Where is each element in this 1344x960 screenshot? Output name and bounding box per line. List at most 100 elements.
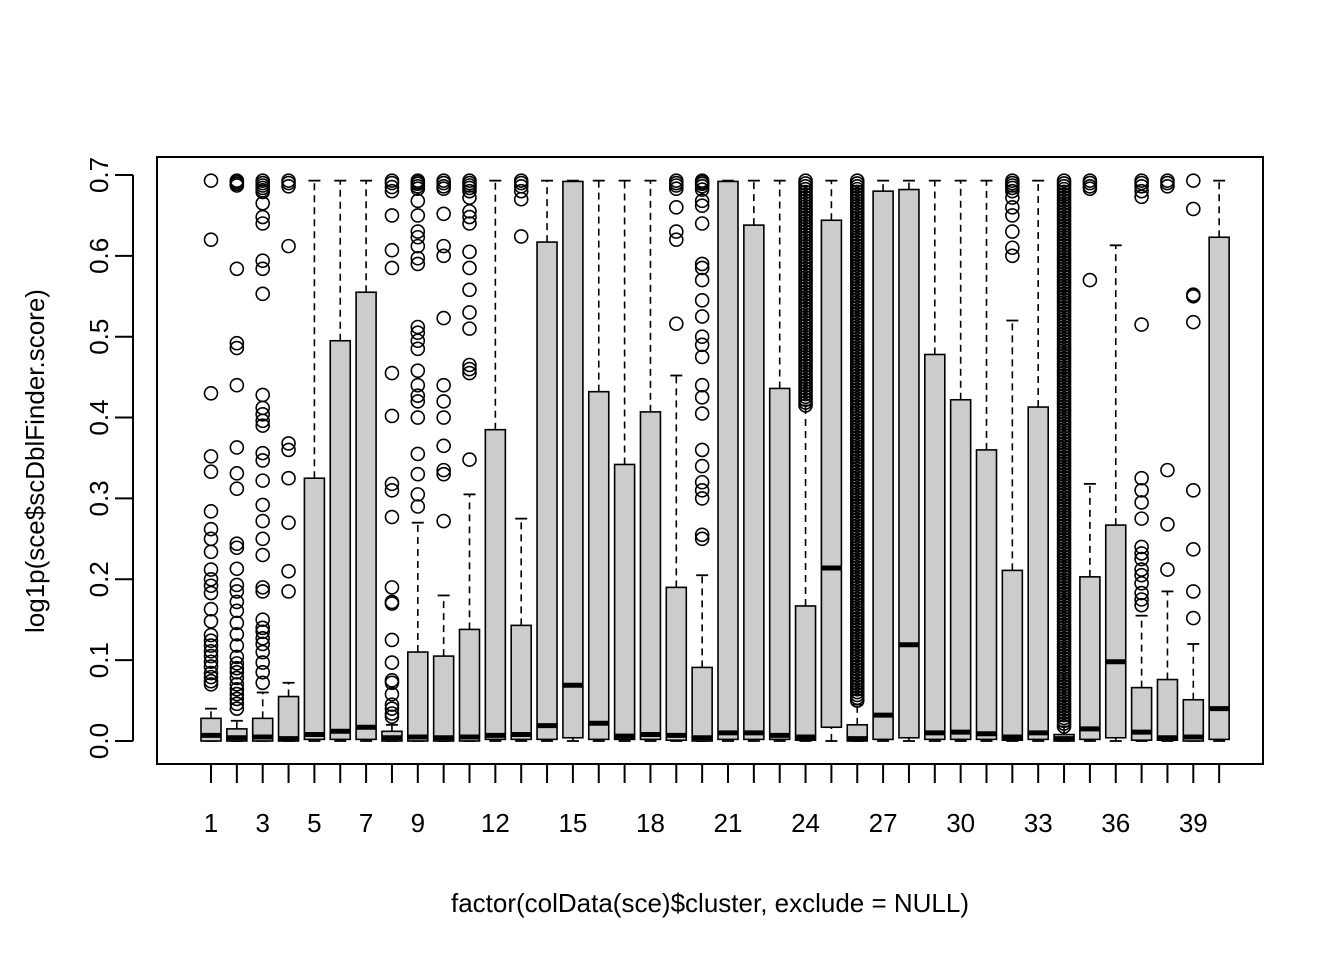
box-cluster-32 [1001, 173, 1024, 742]
outlier-point [384, 675, 400, 691]
outlier-point [1186, 610, 1201, 626]
outlier-point [410, 208, 426, 223]
outlier-point [798, 173, 813, 188]
outlier-point [281, 470, 296, 486]
outlier-point [410, 363, 426, 378]
box-iqr [1079, 576, 1101, 741]
x-tick-label: 39 [1179, 808, 1208, 838]
outlier-point [694, 293, 710, 308]
outlier-point [513, 183, 529, 199]
outlier-point [462, 321, 477, 336]
outlier-point [203, 449, 219, 464]
outlier-point [1134, 539, 1149, 555]
outlier-point [384, 365, 400, 381]
outlier-point [410, 181, 426, 197]
box-cluster-1 [200, 173, 222, 742]
outlier-point [255, 636, 271, 652]
x-tick-label: 21 [714, 808, 743, 838]
outlier-point [410, 229, 426, 245]
box-iqr [872, 190, 894, 741]
outlier-point [255, 286, 271, 302]
box-iqr [1208, 236, 1230, 741]
y-axis: 0.0 0.1 0.2 0.3 0.4 0.5 0.6 0.7 [84, 157, 134, 759]
outlier-point [1134, 189, 1149, 205]
outlier-point [436, 410, 451, 425]
outlier-point [255, 445, 271, 461]
box-cluster-26 [846, 173, 869, 742]
outlier-point [1134, 546, 1149, 561]
outlier-point [462, 183, 477, 199]
box-cluster-29 [923, 179, 946, 742]
box-iqr [484, 428, 507, 741]
x-tick-label: 15 [558, 808, 587, 838]
outlier-point [1056, 173, 1072, 188]
box-iqr [717, 180, 739, 741]
outlier-point [462, 361, 477, 377]
box-cluster-23 [768, 179, 791, 742]
outlier-point [203, 677, 219, 692]
outlier-point [694, 349, 710, 365]
outlier-point [1186, 173, 1201, 188]
outlier-point [203, 521, 219, 537]
box-cluster-27 [872, 179, 894, 742]
outlier-point [462, 452, 477, 467]
outlier-point [229, 440, 245, 455]
outlier-point [1005, 248, 1020, 264]
outlier-point [1186, 542, 1201, 557]
outlier-point [694, 272, 710, 288]
outlier-point [255, 418, 271, 433]
box-iqr [794, 605, 817, 741]
x-axis-title: factor(colData(sce)$cluster, exclude = N… [451, 888, 969, 918]
outlier-point [462, 305, 477, 320]
outlier-point [1005, 183, 1020, 199]
outlier-point [410, 341, 426, 357]
outlier-point [229, 686, 245, 702]
x-tick-label: 36 [1101, 808, 1130, 838]
outlier-point [410, 333, 426, 349]
outlier-point [694, 329, 710, 345]
box-iqr [562, 180, 584, 739]
outlier-point [384, 580, 400, 595]
outlier-point [229, 603, 245, 619]
outlier-point [1134, 495, 1149, 510]
outlier-point [410, 256, 426, 272]
box-cluster-15 [562, 179, 584, 742]
outlier-point [255, 580, 271, 595]
outlier-point [410, 487, 426, 502]
outlier-point [462, 244, 477, 260]
outlier-point [694, 442, 710, 458]
outlier-point [436, 248, 451, 264]
box-iqr [975, 449, 998, 741]
outlier-point [229, 178, 245, 193]
outlier-point [1186, 584, 1201, 599]
box-cluster-37 [1130, 173, 1153, 742]
outlier-point [1134, 179, 1149, 194]
box-cluster-16 [587, 179, 610, 742]
outlier-point [384, 208, 400, 223]
outlier-point [384, 476, 400, 492]
outlier-point [694, 182, 710, 197]
box-iqr [355, 291, 377, 741]
x-tick-label: 1 [204, 808, 218, 838]
y-tick-label: 0.2 [84, 561, 114, 597]
boxplot-series [200, 173, 1230, 742]
box-cluster-11 [458, 173, 481, 742]
outlier-point [694, 256, 710, 272]
plot-frame [156, 156, 1264, 765]
box-cluster-39 [1182, 173, 1205, 742]
outlier-point [1134, 597, 1149, 613]
outlier-point [203, 504, 219, 519]
outlier-point [229, 696, 245, 712]
outlier-point [203, 659, 219, 674]
outlier-point [229, 670, 245, 686]
outlier-point [203, 464, 219, 480]
box-iqr [923, 353, 946, 741]
outlier-point [203, 544, 219, 560]
box-iqr [303, 477, 326, 741]
outlier-point [229, 649, 245, 665]
y-tick-label: 0.5 [84, 319, 114, 355]
outlier-point [462, 216, 477, 231]
outlier-point [384, 260, 400, 276]
outlier-point [462, 260, 477, 276]
